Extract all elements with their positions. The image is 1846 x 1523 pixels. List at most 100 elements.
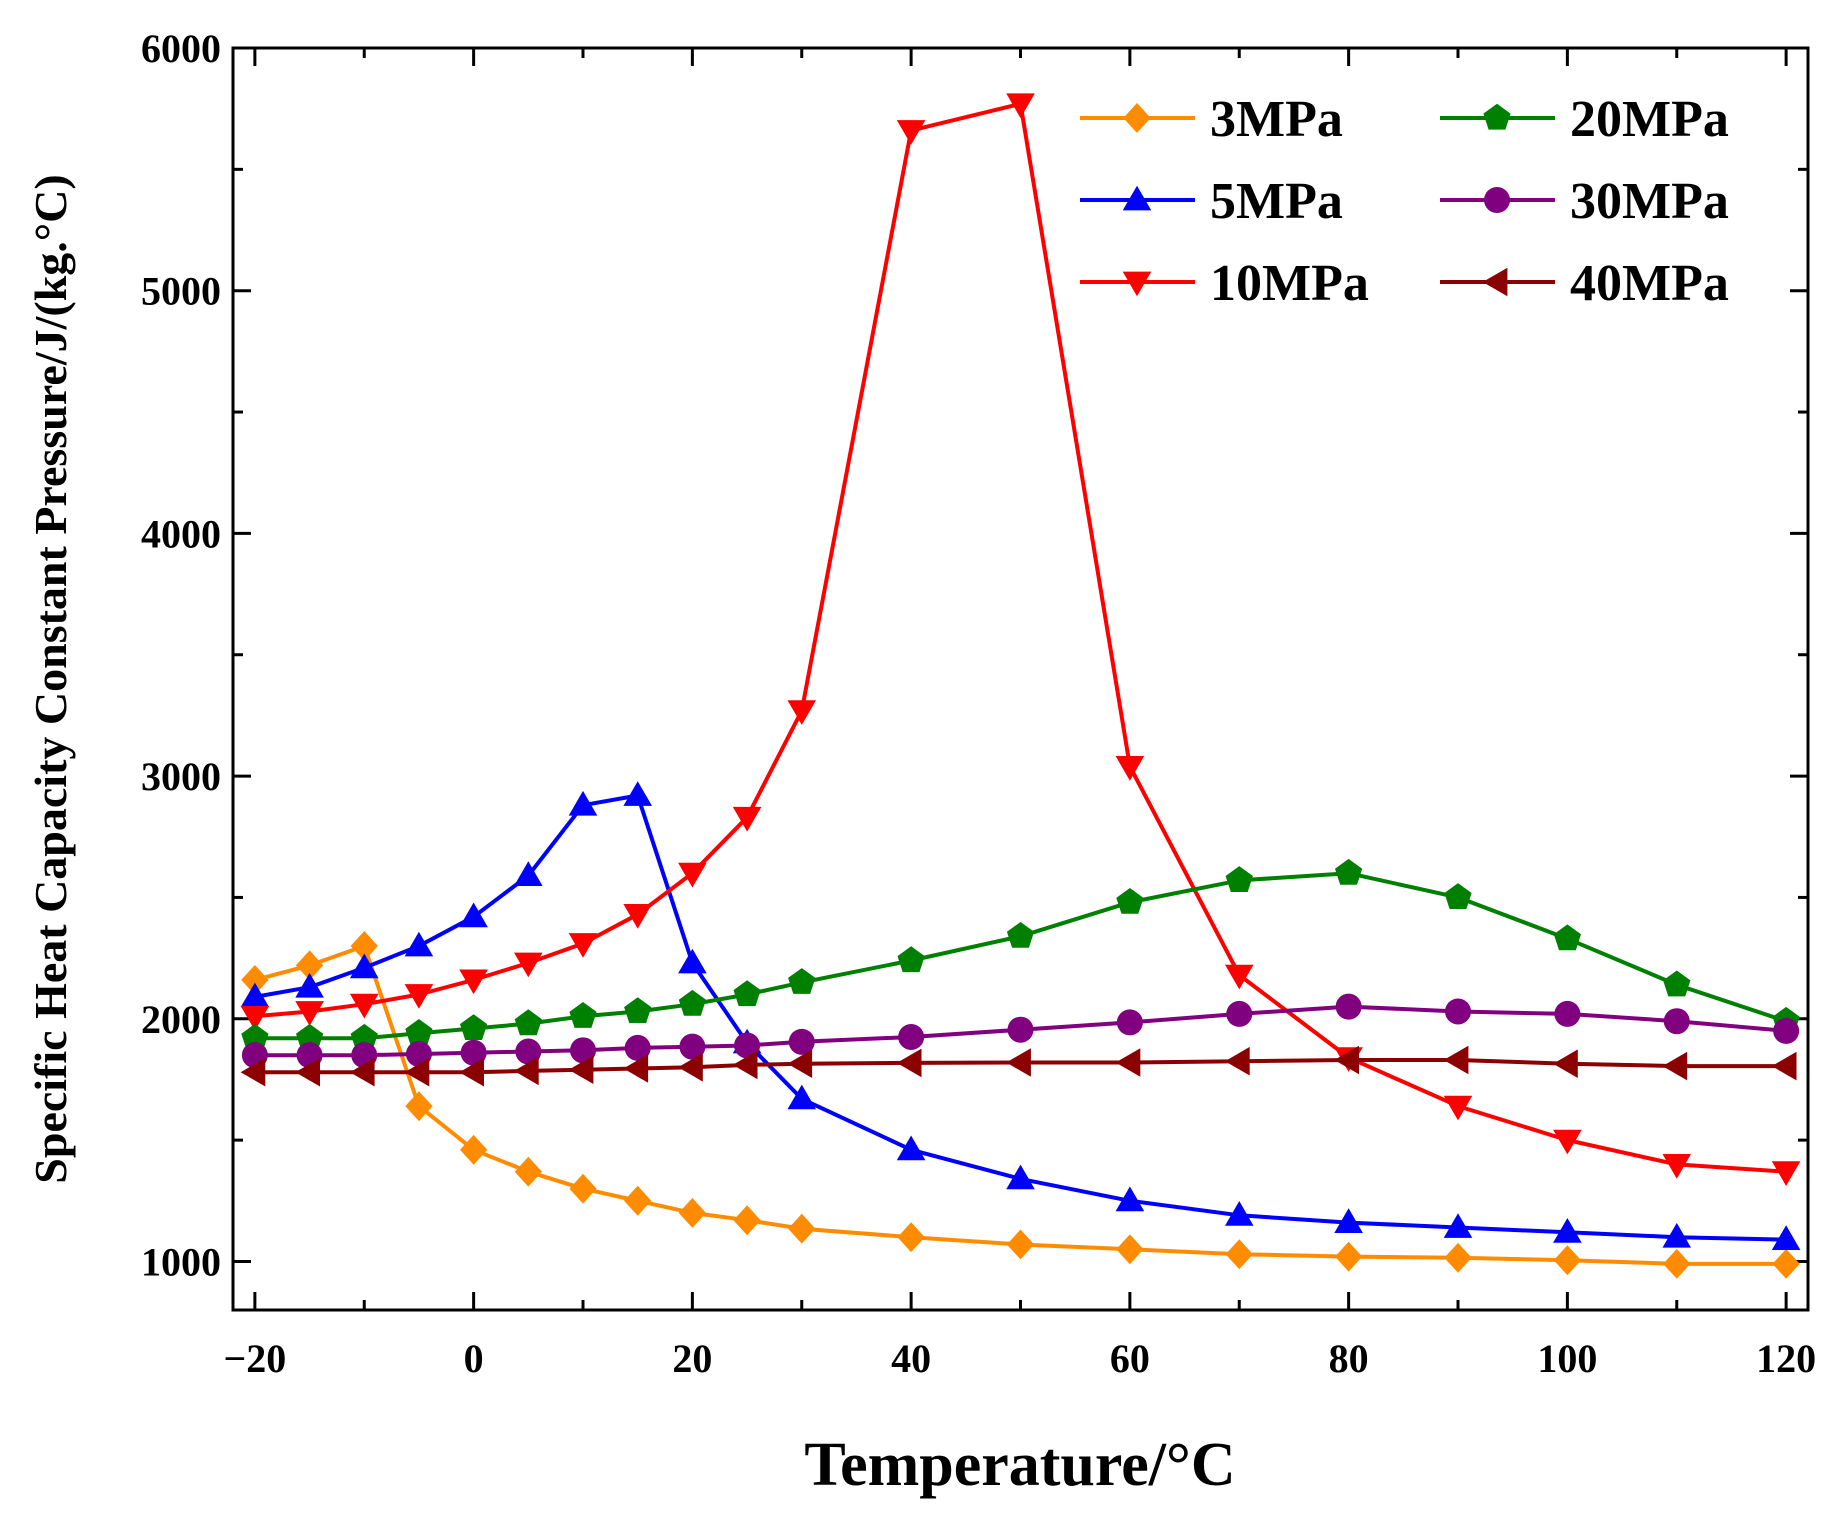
data-point-20MPa: [1116, 888, 1144, 914]
data-point-20MPa: [733, 980, 761, 1007]
data-point-5MPa: [1115, 1186, 1145, 1212]
data-point-3MPa: [1225, 1239, 1253, 1270]
data-point-30MPa: [515, 1038, 542, 1065]
legend-item-10MPa: 10MPa: [1080, 255, 1369, 312]
data-point-10MPa: [896, 120, 926, 145]
data-point-40MPa: [240, 1057, 266, 1087]
series-layer: [240, 93, 1801, 1279]
data-point-5MPa: [404, 931, 434, 957]
data-point-30MPa: [1007, 1016, 1034, 1043]
data-point-20MPa: [624, 997, 652, 1024]
legend-item-40MPa: 40MPa: [1440, 255, 1729, 312]
data-point-40MPa: [1115, 1048, 1141, 1077]
x-tick-label: 60: [1110, 1336, 1150, 1381]
y-tick-label: 1000: [141, 1239, 221, 1284]
data-point-20MPa: [296, 1023, 324, 1050]
data-point-3MPa: [733, 1205, 761, 1236]
legend-label: 10MPa: [1210, 255, 1369, 312]
series-30MPa: [241, 993, 1800, 1069]
data-point-40MPa: [1443, 1045, 1469, 1075]
series-line-5MPa: [254, 793, 1787, 1242]
data-point-30MPa: [1554, 1000, 1581, 1027]
data-point-40MPa: [732, 1050, 758, 1080]
data-point-5MPa: [240, 982, 270, 1008]
data-point-40MPa: [1662, 1051, 1688, 1081]
data-point-10MPa: [568, 933, 598, 958]
data-point-5MPa: [568, 790, 598, 816]
legend-marker: [1122, 185, 1152, 211]
y-tick-label: 6000: [141, 26, 221, 71]
data-point-5MPa: [295, 972, 324, 998]
legend-label: 30MPa: [1570, 173, 1729, 230]
legend-item-20MPa: 20MPa: [1440, 91, 1729, 148]
legend-label: 40MPa: [1570, 255, 1729, 312]
data-point-10MPa: [1662, 1154, 1691, 1179]
data-point-5MPa: [459, 902, 488, 928]
y-axis-title: Specific Heat Capacity Constant Pressure…: [25, 174, 76, 1183]
legend-marker: [1122, 271, 1152, 297]
data-point-3MPa: [1444, 1242, 1472, 1273]
data-point-40MPa: [1334, 1045, 1359, 1075]
series-20MPa: [241, 858, 1800, 1050]
legend-marker: [1483, 103, 1511, 130]
legend-marker: [1123, 103, 1151, 133]
data-point-5MPa: [1225, 1201, 1254, 1226]
data-point-3MPa: [1553, 1245, 1581, 1276]
y-tick-label: 3000: [141, 754, 221, 799]
data-point-30MPa: [1663, 1008, 1690, 1035]
data-point-3MPa: [788, 1213, 816, 1244]
data-point-3MPa: [569, 1173, 597, 1204]
data-point-40MPa: [1006, 1048, 1031, 1077]
data-point-3MPa: [350, 931, 378, 961]
data-point-5MPa: [1006, 1164, 1035, 1190]
legend-label: 20MPa: [1570, 91, 1729, 148]
data-point-30MPa: [1773, 1017, 1800, 1044]
data-point-30MPa: [898, 1023, 925, 1050]
data-point-40MPa: [896, 1048, 922, 1078]
data-point-20MPa: [514, 1009, 542, 1036]
y-tick-label: 5000: [141, 269, 221, 314]
data-point-3MPa: [405, 1091, 433, 1122]
data-point-40MPa: [404, 1057, 430, 1087]
x-tick-label: 20: [672, 1336, 712, 1381]
data-point-30MPa: [679, 1033, 706, 1060]
data-point-3MPa: [624, 1185, 652, 1216]
data-point-3MPa: [241, 965, 269, 995]
data-point-5MPa: [1553, 1218, 1582, 1243]
data-point-20MPa: [1444, 883, 1472, 909]
x-tick-label: 40: [891, 1336, 931, 1381]
data-point-5MPa: [787, 1084, 816, 1110]
legend-label: 5MPa: [1210, 173, 1343, 230]
data-point-40MPa: [678, 1053, 703, 1082]
data-point-40MPa: [623, 1054, 649, 1083]
data-point-30MPa: [460, 1039, 487, 1066]
data-point-10MPa: [1225, 964, 1254, 990]
data-point-40MPa: [514, 1056, 539, 1086]
data-point-3MPa: [460, 1134, 488, 1165]
data-point-5MPa: [1443, 1213, 1473, 1238]
y-tick-label: 4000: [141, 511, 221, 556]
data-point-5MPa: [1334, 1208, 1363, 1233]
legend-marker: [1482, 267, 1508, 297]
data-point-40MPa: [295, 1057, 320, 1087]
data-point-3MPa: [1006, 1229, 1035, 1260]
data-point-3MPa: [1772, 1248, 1800, 1279]
data-point-5MPa: [623, 781, 652, 806]
data-point-5MPa: [1771, 1225, 1801, 1250]
x-tick-label: 0: [464, 1336, 484, 1381]
data-point-10MPa: [404, 984, 434, 1009]
data-point-3MPa: [1663, 1248, 1691, 1279]
series-3MPa: [241, 931, 1800, 1279]
data-point-20MPa: [569, 1002, 597, 1028]
series-line-3MPa: [254, 944, 1787, 1266]
data-point-3MPa: [295, 950, 324, 981]
x-tick-label: −20: [223, 1336, 286, 1381]
data-point-20MPa: [1225, 866, 1253, 892]
data-point-30MPa: [734, 1032, 761, 1059]
legend-marker: [1484, 187, 1510, 213]
data-point-30MPa: [570, 1037, 596, 1064]
data-point-10MPa: [349, 993, 379, 1019]
data-point-30MPa: [1116, 1009, 1143, 1036]
data-point-40MPa: [1771, 1051, 1797, 1081]
